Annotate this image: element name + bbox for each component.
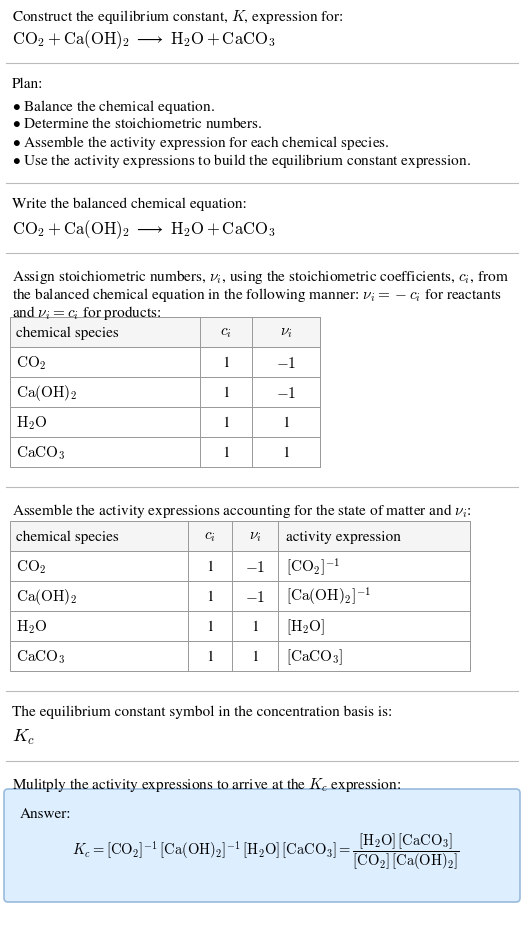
Text: 1: 1 bbox=[206, 620, 214, 633]
Text: $[\mathrm{Ca(OH)_2}]^{-1}$: $[\mathrm{Ca(OH)_2}]^{-1}$ bbox=[286, 585, 371, 607]
Text: $\mathrm{H_2O}$: $\mathrm{H_2O}$ bbox=[16, 618, 48, 635]
Bar bbox=[10, 551, 470, 582]
Text: $[\mathrm{H_2O}]$: $[\mathrm{H_2O}]$ bbox=[286, 617, 325, 636]
Text: activity expression: activity expression bbox=[286, 529, 401, 544]
Bar bbox=[10, 582, 470, 611]
Bar bbox=[10, 347, 320, 378]
Text: $[\mathrm{CO_2}]^{-1}$: $[\mathrm{CO_2}]^{-1}$ bbox=[286, 556, 340, 577]
Text: 1: 1 bbox=[222, 446, 230, 459]
Text: 1: 1 bbox=[282, 446, 290, 459]
Text: $\mathrm{CaCO_3}$: $\mathrm{CaCO_3}$ bbox=[16, 444, 65, 462]
Text: $\mathrm{CO_2}$: $\mathrm{CO_2}$ bbox=[16, 354, 46, 371]
Text: $\mathrm{Ca(OH)_2}$: $\mathrm{Ca(OH)_2}$ bbox=[16, 586, 78, 606]
Text: 1: 1 bbox=[222, 386, 230, 399]
Bar bbox=[10, 611, 470, 642]
Text: $K_c = [\mathrm{CO_2}]^{-1}\,[\mathrm{Ca(OH)_2}]^{-1}\,[\mathrm{H_2O}]\,[\mathrm: $K_c = [\mathrm{CO_2}]^{-1}\,[\mathrm{Ca… bbox=[72, 831, 460, 871]
Text: Plan:: Plan: bbox=[12, 78, 43, 91]
Text: $\mathrm{Ca(OH)_2}$: $\mathrm{Ca(OH)_2}$ bbox=[16, 383, 78, 403]
Text: $K_c$: $K_c$ bbox=[12, 727, 35, 746]
Text: $\bullet$ Use the activity expressions to build the equilibrium constant express: $\bullet$ Use the activity expressions t… bbox=[12, 151, 471, 169]
Text: $c_i$: $c_i$ bbox=[204, 529, 216, 544]
Text: 1: 1 bbox=[206, 649, 214, 663]
Text: 1: 1 bbox=[206, 589, 214, 603]
Text: $-1$: $-1$ bbox=[245, 589, 265, 604]
Bar bbox=[10, 438, 320, 467]
Text: $\nu_i$: $\nu_i$ bbox=[280, 326, 292, 340]
Text: $-1$: $-1$ bbox=[245, 559, 265, 574]
Text: Construct the equilibrium constant, $K$, expression for:: Construct the equilibrium constant, $K$,… bbox=[12, 8, 343, 26]
Text: 1: 1 bbox=[206, 560, 214, 573]
Text: $-1$: $-1$ bbox=[276, 386, 296, 400]
Text: Mulitply the activity expressions to arrive at the $K_c$ expression:: Mulitply the activity expressions to arr… bbox=[12, 775, 401, 793]
Bar bbox=[10, 318, 320, 347]
Text: $\bullet$ Determine the stoichiometric numbers.: $\bullet$ Determine the stoichiometric n… bbox=[12, 116, 263, 130]
Text: chemical species: chemical species bbox=[16, 326, 119, 339]
Text: $-1$: $-1$ bbox=[276, 355, 296, 370]
Text: $\nu_i$: $\nu_i$ bbox=[249, 529, 261, 544]
Text: $c_i$: $c_i$ bbox=[220, 326, 232, 340]
Text: chemical species: chemical species bbox=[16, 529, 119, 544]
Text: Assemble the activity expressions accounting for the state of matter and $\nu_i$: Assemble the activity expressions accoun… bbox=[12, 502, 472, 520]
Bar bbox=[10, 642, 470, 671]
Text: 1: 1 bbox=[251, 649, 259, 663]
Bar bbox=[10, 378, 320, 407]
Text: 1: 1 bbox=[251, 620, 259, 633]
Text: $\mathrm{CO_2 + Ca(OH)_2 \;\longrightarrow\; H_2O + CaCO_3}$: $\mathrm{CO_2 + Ca(OH)_2 \;\longrightarr… bbox=[12, 218, 275, 241]
Bar bbox=[10, 522, 470, 551]
Text: $\mathrm{CaCO_3}$: $\mathrm{CaCO_3}$ bbox=[16, 647, 65, 665]
Text: $\mathrm{H_2O}$: $\mathrm{H_2O}$ bbox=[16, 414, 48, 431]
FancyBboxPatch shape bbox=[4, 789, 520, 902]
Text: $\bullet$ Balance the chemical equation.: $\bullet$ Balance the chemical equation. bbox=[12, 98, 215, 116]
Bar bbox=[10, 407, 320, 438]
Text: the balanced chemical equation in the following manner: $\nu_i = -c_i$ for react: the balanced chemical equation in the fo… bbox=[12, 286, 501, 304]
Text: 1: 1 bbox=[222, 356, 230, 369]
Text: 1: 1 bbox=[282, 416, 290, 429]
Text: 1: 1 bbox=[222, 416, 230, 429]
Text: The equilibrium constant symbol in the concentration basis is:: The equilibrium constant symbol in the c… bbox=[12, 705, 392, 719]
Text: Answer:: Answer: bbox=[20, 807, 72, 821]
Text: and $\nu_i = c_i$ for products:: and $\nu_i = c_i$ for products: bbox=[12, 304, 161, 322]
Text: $[\mathrm{CaCO_3}]$: $[\mathrm{CaCO_3}]$ bbox=[286, 646, 343, 666]
Text: $\bullet$ Assemble the activity expression for each chemical species.: $\bullet$ Assemble the activity expressi… bbox=[12, 134, 389, 151]
Text: Write the balanced chemical equation:: Write the balanced chemical equation: bbox=[12, 198, 247, 211]
Text: Assign stoichiometric numbers, $\nu_i$, using the stoichiometric coefficients, $: Assign stoichiometric numbers, $\nu_i$, … bbox=[12, 268, 509, 286]
Text: $\mathrm{CO_2 + Ca(OH)_2 \;\longrightarrow\; H_2O + CaCO_3}$: $\mathrm{CO_2 + Ca(OH)_2 \;\longrightarr… bbox=[12, 28, 275, 50]
Text: $\mathrm{CO_2}$: $\mathrm{CO_2}$ bbox=[16, 558, 46, 575]
